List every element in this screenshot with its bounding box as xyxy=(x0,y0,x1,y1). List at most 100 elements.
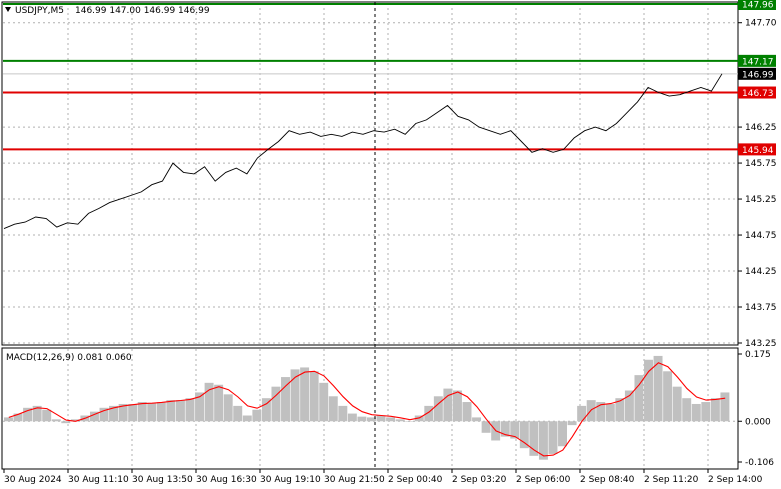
support-level-label: 146.73 xyxy=(742,89,774,99)
macd-bar xyxy=(472,417,482,422)
macd-bar xyxy=(548,421,558,454)
support-level-tag xyxy=(738,86,776,99)
macd-bar xyxy=(624,390,634,422)
macd-bar xyxy=(23,407,33,422)
price-series xyxy=(3,73,723,230)
macd-label: MACD(12,26,9) 0.081 0.060 xyxy=(6,353,132,363)
x-tick-label: 2 Sep 14:00 xyxy=(708,475,763,485)
x-tick-label: 30 Aug 13:50 xyxy=(132,475,193,485)
y-tick-label: 145.75 xyxy=(745,159,777,169)
resistance-level-tag xyxy=(738,54,776,67)
y-tick-label: 144.25 xyxy=(745,267,777,277)
macd-bar xyxy=(519,421,529,449)
macd-signal-line xyxy=(8,362,726,457)
macd-bar xyxy=(252,409,262,422)
macd-bar xyxy=(4,417,13,422)
symbol-dropdown-icon[interactable] xyxy=(5,7,11,12)
macd-bar xyxy=(644,359,653,422)
macd-bar xyxy=(481,421,491,433)
macd-bar xyxy=(720,392,730,422)
macd-bar xyxy=(357,416,367,422)
x-tick-label: 30 Aug 2024 xyxy=(4,475,62,485)
macd-bar xyxy=(395,419,405,422)
x-tick-label: 30 Aug 16:30 xyxy=(196,475,257,485)
macd-bar xyxy=(147,402,157,422)
macd-bar xyxy=(452,390,462,422)
macd-bar xyxy=(405,421,415,422)
macd-signal-series xyxy=(8,362,726,457)
macd-bar xyxy=(319,382,329,422)
macd-bar xyxy=(682,398,692,422)
x-tick-label: 30 Aug 21:50 xyxy=(324,475,385,485)
macd-bar xyxy=(538,421,548,460)
macd-bar xyxy=(443,388,453,422)
macd-bar xyxy=(424,405,434,422)
macd-bar xyxy=(605,403,615,422)
y-tick-label: 144.75 xyxy=(745,231,777,241)
symbol-label: USDJPY,M5 xyxy=(15,6,64,16)
macd-bar xyxy=(109,405,119,422)
grid-lines xyxy=(3,3,738,468)
macd-bar xyxy=(433,396,443,422)
macd-bar xyxy=(156,402,166,422)
macd-bar xyxy=(596,402,606,422)
macd-bar xyxy=(242,415,252,422)
macd-bar xyxy=(529,421,539,456)
macd-bar xyxy=(309,371,319,422)
resistance-level-label: 147.17 xyxy=(742,57,774,67)
macd-bar xyxy=(338,405,348,422)
macd-bar xyxy=(99,407,109,422)
macd-bar xyxy=(376,415,386,422)
macd-bar xyxy=(175,400,185,422)
current-level-tag xyxy=(738,67,776,80)
macd-bar xyxy=(577,405,587,422)
macd-bar xyxy=(710,398,720,422)
support-level-tag xyxy=(738,143,776,156)
y-tick-label: 143.25 xyxy=(745,339,777,349)
macd-bar xyxy=(615,398,625,422)
y-tick-label: 146.25 xyxy=(745,123,777,133)
macd-bar xyxy=(223,394,233,422)
macd-bar xyxy=(691,403,701,422)
y-tick-label: 143.75 xyxy=(745,303,777,313)
macd-bar xyxy=(128,403,138,422)
x-tick-label: 30 Aug 19:10 xyxy=(260,475,321,485)
macd-bar xyxy=(61,421,71,424)
macd-bar xyxy=(386,417,396,422)
y-axis: 143.25 143.75 144.25 144.75 145.25 145.75 146.… xyxy=(738,19,777,468)
macd-bar xyxy=(195,392,205,422)
macd-bar xyxy=(70,419,80,422)
macd-bar xyxy=(653,355,663,422)
macd-y-tick-label: 0.000 xyxy=(745,417,771,427)
current-level-label: 146.99 xyxy=(742,70,774,80)
macd-histogram xyxy=(4,355,730,460)
macd-bar xyxy=(672,386,682,422)
macd-bar xyxy=(214,384,224,422)
price-levels: 147.96 147.17 146.73 145.94 146.99 xyxy=(3,0,776,156)
macd-bar xyxy=(204,382,214,422)
x-tick-label: 2 Sep 11:20 xyxy=(644,475,699,485)
resistance-level-tag xyxy=(738,0,776,10)
x-tick-label: 2 Sep 08:40 xyxy=(580,475,635,485)
macd-bar xyxy=(271,386,281,422)
macd-bar xyxy=(567,421,577,426)
macd-bar xyxy=(32,405,42,422)
macd-bar xyxy=(510,421,520,439)
x-axis: 30 Aug 2024 30 Aug 11:10 30 Aug 13:50 30 Au… xyxy=(3,469,763,485)
y-tick-label: 147.70 xyxy=(745,19,777,29)
macd-bar xyxy=(118,403,128,422)
macd-y-tick-label: 0.175 xyxy=(745,350,771,360)
macd-bar xyxy=(558,421,568,447)
macd-bar xyxy=(290,369,300,422)
macd-bar xyxy=(500,421,510,437)
y-tick-label: 145.25 xyxy=(745,195,777,205)
macd-bar xyxy=(347,413,357,422)
price-line xyxy=(3,73,723,230)
macd-bar xyxy=(233,405,243,422)
macd-bar xyxy=(663,371,673,422)
main-panel-frame xyxy=(1,1,739,346)
macd-bar xyxy=(281,377,290,422)
macd-bar xyxy=(328,396,338,422)
macd-bar xyxy=(42,409,52,422)
